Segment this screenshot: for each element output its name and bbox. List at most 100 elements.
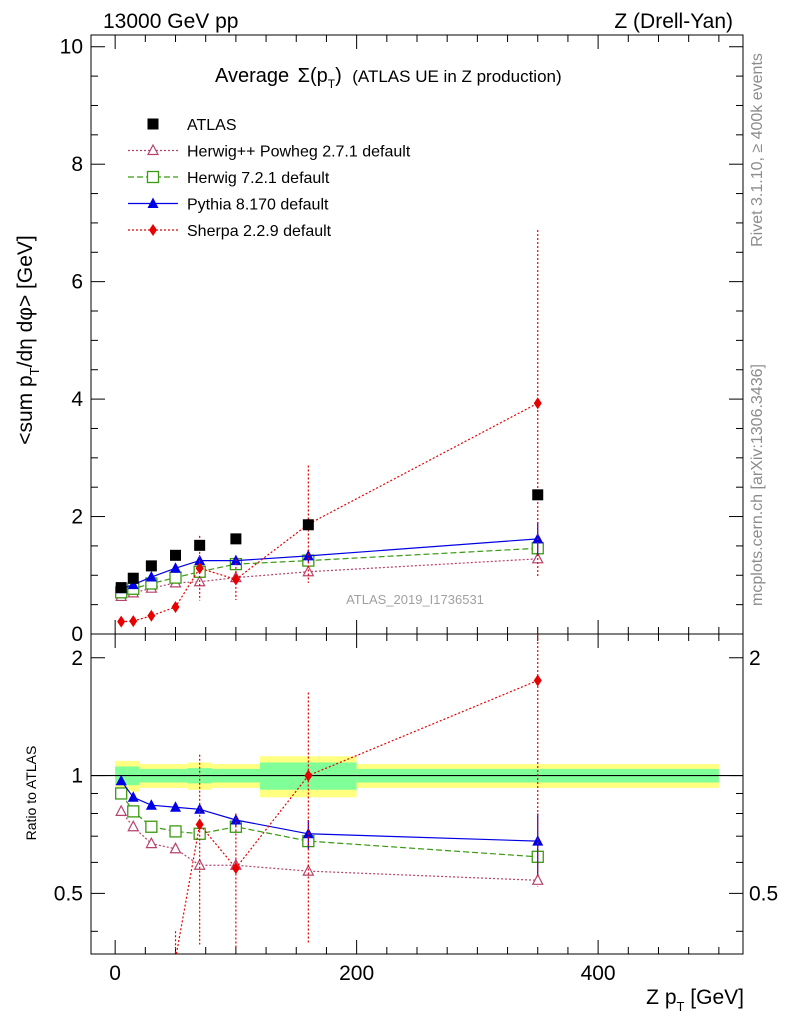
x-tick-label: 400 [581, 962, 616, 985]
ratio-tick-label: 2 [71, 647, 83, 670]
data-point [127, 578, 139, 590]
x-axis-label-sub: T [677, 999, 685, 1014]
title-rest: (ATLAS UE in Z production) [352, 67, 561, 86]
ratio-tick-label-right: 2 [749, 647, 761, 670]
x-tick-label: 200 [339, 962, 374, 985]
data-point [117, 615, 126, 628]
legend-marker [146, 170, 160, 184]
legend-marker [149, 224, 157, 236]
ratio-sherpa-2-2-9-default [174, 634, 542, 954]
data-point [532, 489, 544, 501]
data-point [129, 615, 138, 628]
data-point [231, 573, 240, 586]
ratio-herwig-powheg-2-7-1-default [115, 804, 544, 887]
x-axis-label-main: Z p [646, 986, 676, 1009]
data-point [145, 571, 157, 582]
ratio-tick-label: 1 [71, 765, 83, 788]
legend-label: Herwig++ Powheg 2.7.1 default [187, 144, 411, 161]
title-close: ) [335, 65, 342, 87]
ratio-herwig-7-2-1-default [115, 787, 544, 866]
ratio-point [169, 841, 182, 854]
ratio-point [231, 862, 240, 875]
uncertainty-band [91, 756, 743, 798]
series-line [120, 538, 538, 590]
ratio-series [115, 634, 544, 954]
y-tick-label: 6 [71, 271, 83, 294]
legend-label: Herwig 7.2.1 default [187, 170, 330, 187]
data-point [194, 554, 206, 566]
side-text-top: Rivet 3.1.10, ≥ 400k events [749, 53, 766, 247]
data-point [115, 582, 127, 594]
ratio-point [169, 825, 182, 838]
ratio-plot-frame [90, 633, 744, 955]
y-tick-label: 8 [71, 153, 83, 176]
ratio-point [145, 836, 158, 849]
data-point [302, 519, 314, 531]
x-tick-label: 0 [109, 962, 121, 985]
data-point [169, 571, 182, 584]
header-left: 13000 GeV pp [103, 10, 238, 33]
x-axis-label: Z pT [GeV] [646, 986, 744, 1014]
data-point [145, 560, 157, 572]
y-tick-label: 0 [71, 623, 83, 646]
data-point [127, 572, 139, 584]
ratio-point [170, 801, 182, 812]
y-tick-label: 2 [71, 506, 83, 529]
ratio-tick-label-right: 0.5 [749, 882, 778, 905]
legend-marker [147, 143, 159, 156]
series-sherpa-2-2-9-default [117, 229, 542, 628]
series-line [121, 402, 539, 623]
ratio-y-axis-label: Ratio to ATLAS [23, 746, 39, 841]
ratio-line [120, 811, 538, 881]
y-tick-label: 4 [71, 388, 83, 411]
ratio-point [115, 787, 128, 800]
y-axis-label-sub: T [27, 367, 42, 375]
data-point [195, 562, 204, 575]
data-point [170, 549, 182, 561]
ratio-point [531, 873, 544, 885]
ratio-point [115, 804, 128, 816]
title-sub: T [328, 77, 336, 91]
x-axis-label-rest: [GeV] [684, 986, 744, 1009]
ratio-point [145, 799, 157, 810]
series-line [121, 547, 538, 593]
ratio-point [145, 820, 158, 833]
series-atlas [115, 489, 544, 594]
ratio-point [532, 835, 544, 846]
ratio-point [195, 818, 204, 831]
data-point [170, 562, 182, 573]
y-tick-label: 10 [60, 36, 83, 59]
ratio-point [127, 819, 140, 832]
y-axis-label-main: <sum p [14, 375, 37, 444]
legend-marker [147, 118, 159, 130]
data-point [171, 600, 180, 613]
ratio-line [120, 793, 538, 858]
title-lead: Average [215, 65, 289, 87]
ratio-point [115, 774, 127, 786]
legend-label: Sherpa 2.2.9 default [187, 223, 332, 240]
y-axis-label: <sum pT/dη dφ> [GeV] [14, 235, 42, 445]
legend-marker [147, 197, 159, 208]
analysis-watermark: ATLAS_2019_I1736531 [346, 592, 484, 607]
series-line [121, 558, 538, 597]
legend-label: Pythia 8.170 default [187, 197, 329, 214]
data-point [194, 539, 206, 551]
ratio-point [127, 791, 139, 802]
side-text-bottom: mcplots.cern.ch [arXiv:1306.3436] [749, 364, 766, 606]
ratio-point [533, 674, 542, 687]
legend: ATLAS Herwig++ Powheg 2.7.1 default Herwig… [128, 117, 411, 240]
header-right: Z (Drell-Yan) [614, 10, 733, 33]
data-point [147, 609, 156, 622]
data-series [115, 229, 544, 628]
ratio-point [304, 769, 313, 782]
title-sigma: Σ(p [298, 65, 328, 87]
legend-label: ATLAS [187, 117, 237, 134]
data-point [533, 397, 542, 410]
y-axis-label-rest: /dη dφ> [GeV] [14, 235, 37, 367]
chart-title: Average Σ(pT) (ATLAS UE in Z production) [215, 65, 562, 91]
ratio-tick-label: 0.5 [54, 882, 83, 905]
data-point [230, 533, 242, 545]
ratio-point [127, 805, 140, 818]
